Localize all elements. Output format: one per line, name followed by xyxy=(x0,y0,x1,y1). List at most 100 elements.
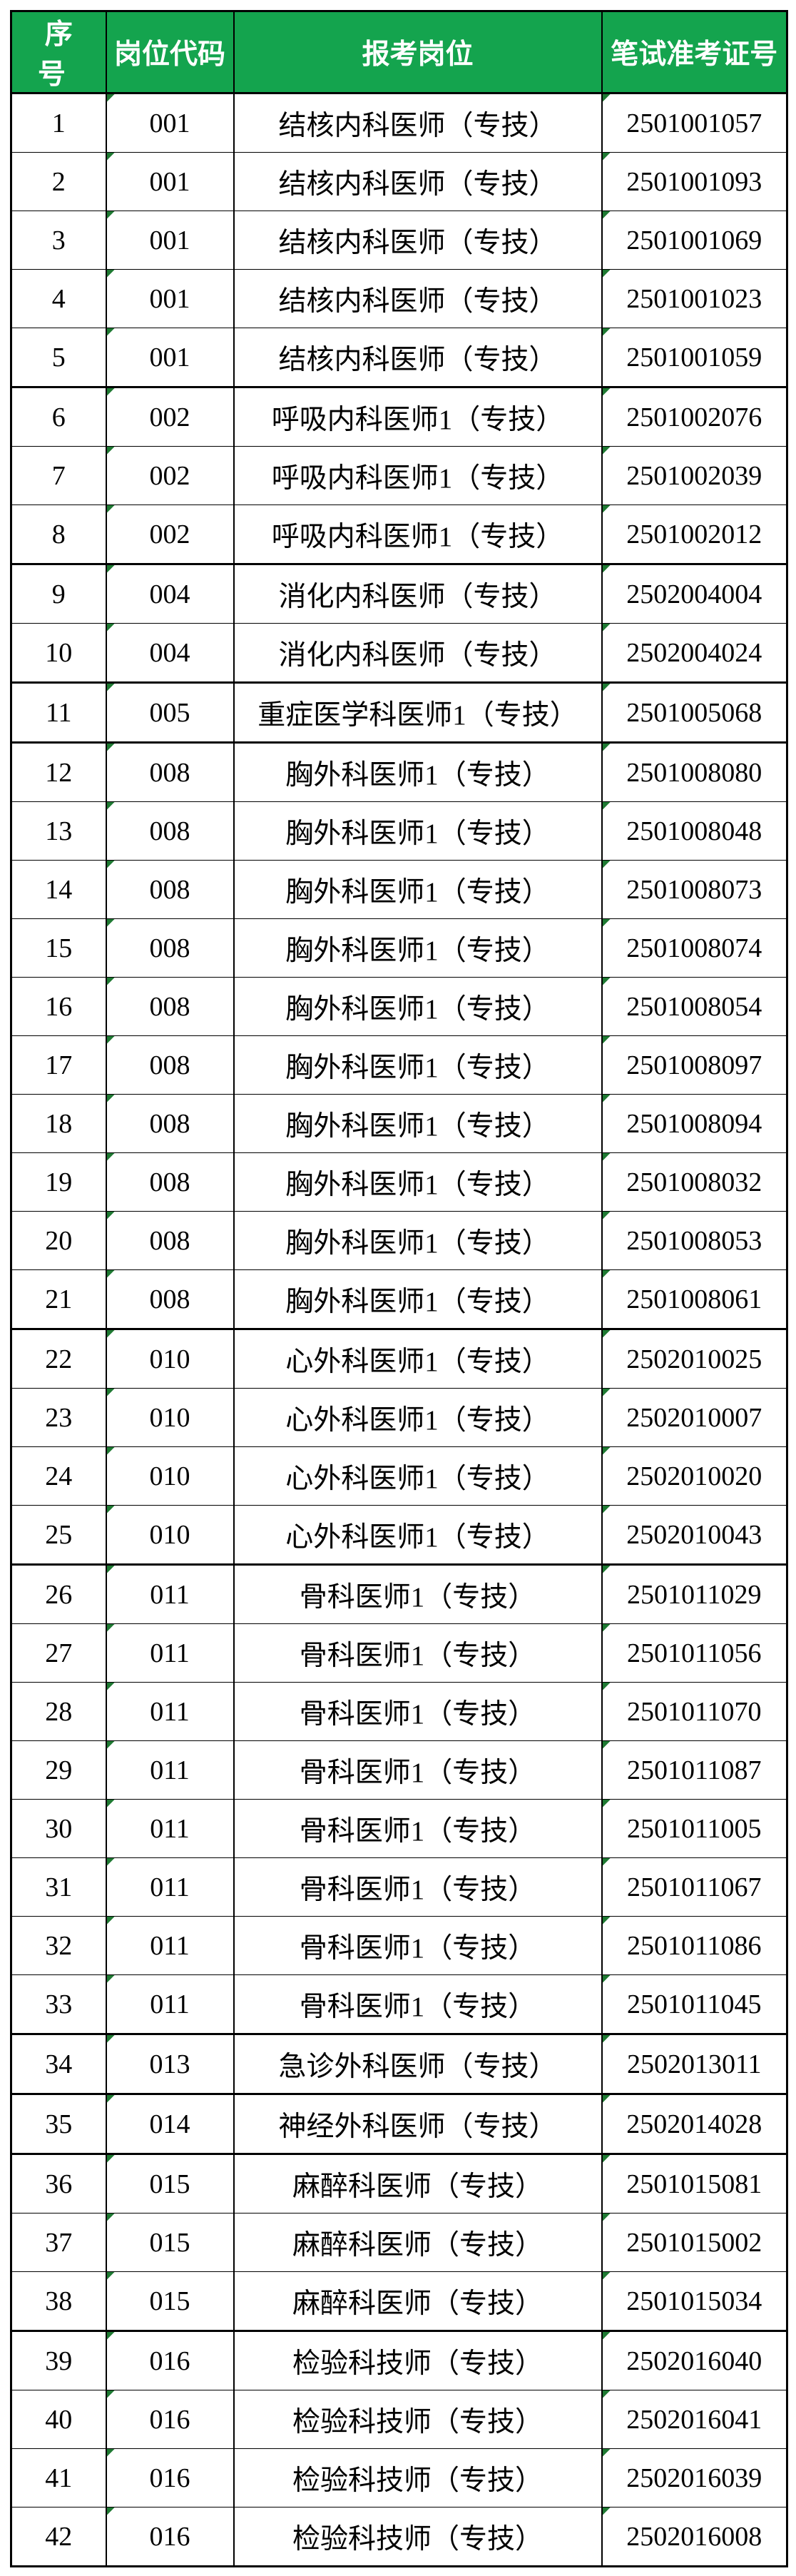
cell-code: 011 xyxy=(105,1857,235,1917)
cell-ticket: 2502010020 xyxy=(601,1446,788,1506)
cell-index: 4 xyxy=(10,269,107,328)
cell-flag-icon xyxy=(603,978,611,985)
cell-index: 24 xyxy=(10,1446,107,1506)
cell-code: 001 xyxy=(105,93,235,153)
cell-code: 011 xyxy=(105,1682,235,1741)
header-row: 序号 岗位代码 报考岗位 笔试准考证号 xyxy=(10,11,788,94)
table-row: 12 008 胸外科医师1（专技） 2501008080 xyxy=(10,742,788,802)
cell-code: 001 xyxy=(105,211,235,270)
cell-position: 骨科医师1（专技） xyxy=(233,1799,603,1858)
table-row: 25 010 心外科医师1（专技） 2502010043 xyxy=(10,1505,788,1566)
cell-index: 37 xyxy=(10,2213,107,2272)
cell-ticket: 2501015002 xyxy=(601,2213,788,2272)
cell-code: 011 xyxy=(105,1799,235,1858)
cell-index: 19 xyxy=(10,1152,107,1212)
table-body: 1 001 结核内科医师（专技） 2501001057 2 001 结核内科医师… xyxy=(10,93,788,2567)
cell-ticket: 2501011087 xyxy=(601,1740,788,1800)
table-row: 39 016 检验科技师（专技） 2502016040 xyxy=(10,2331,788,2390)
cell-ticket: 2501002039 xyxy=(601,446,788,505)
cell-flag-icon xyxy=(603,2332,611,2340)
cell-code: 010 xyxy=(105,1446,235,1506)
cell-flag-icon xyxy=(603,1741,611,1749)
admission-ticket-table: 序号 岗位代码 报考岗位 笔试准考证号 1 001 结核内科医师（专技） 250… xyxy=(10,10,788,2567)
cell-position: 检验科技师（专技） xyxy=(233,2390,603,2449)
cell-ticket: 2502013011 xyxy=(601,2034,788,2095)
cell-ticket: 2501001023 xyxy=(601,269,788,328)
cell-flag-icon xyxy=(107,1741,115,1749)
cell-position: 结核内科医师（专技） xyxy=(233,211,603,270)
cell-index: 39 xyxy=(10,2331,107,2390)
cell-index: 41 xyxy=(10,2448,107,2507)
cell-ticket: 2502014028 xyxy=(601,2094,788,2155)
cell-flag-icon xyxy=(603,1095,611,1102)
table-row: 22 010 心外科医师1（专技） 2502010025 xyxy=(10,1329,788,1389)
cell-flag-icon xyxy=(107,978,115,985)
cell-index: 6 xyxy=(10,387,107,447)
cell-index: 10 xyxy=(10,623,107,684)
cell-code: 002 xyxy=(105,504,235,565)
table-header: 序号 岗位代码 报考岗位 笔试准考证号 xyxy=(10,11,788,94)
cell-index: 35 xyxy=(10,2094,107,2155)
cell-ticket: 2501008048 xyxy=(601,801,788,861)
table-row: 17 008 胸外科医师1（专技） 2501008097 xyxy=(10,1035,788,1095)
cell-flag-icon xyxy=(107,2155,115,2163)
cell-index: 42 xyxy=(10,2507,107,2567)
cell-position: 检验科技师（专技） xyxy=(233,2331,603,2390)
cell-position: 骨科医师1（专技） xyxy=(233,1740,603,1800)
cell-position: 骨科医师1（专技） xyxy=(233,1564,603,1624)
cell-index: 28 xyxy=(10,1682,107,1741)
cell-flag-icon xyxy=(603,1447,611,1455)
cell-position: 胸外科医师1（专技） xyxy=(233,1152,603,1212)
cell-ticket: 2501011070 xyxy=(601,1682,788,1741)
cell-index: 32 xyxy=(10,1916,107,1975)
table-row: 8 002 呼吸内科医师1（专技） 2501002012 xyxy=(10,504,788,565)
cell-flag-icon xyxy=(603,328,611,336)
cell-index: 40 xyxy=(10,2390,107,2449)
cell-flag-icon xyxy=(603,2449,611,2457)
cell-ticket: 2502016041 xyxy=(601,2390,788,2449)
cell-code: 008 xyxy=(105,918,235,978)
cell-index: 15 xyxy=(10,918,107,978)
table-row: 27 011 骨科医师1（专技） 2501011056 xyxy=(10,1623,788,1683)
table-row: 34 013 急诊外科医师（专技） 2502013011 xyxy=(10,2034,788,2095)
cell-flag-icon xyxy=(603,270,611,278)
cell-index: 38 xyxy=(10,2271,107,2332)
cell-position: 骨科医师1（专技） xyxy=(233,1974,603,2035)
cell-index: 36 xyxy=(10,2154,107,2214)
table-row: 41 016 检验科技师（专技） 2502016039 xyxy=(10,2448,788,2507)
cell-flag-icon xyxy=(603,1212,611,1219)
cell-index: 20 xyxy=(10,1211,107,1270)
table-row: 19 008 胸外科医师1（专技） 2501008032 xyxy=(10,1152,788,1212)
cell-ticket: 2502010007 xyxy=(601,1388,788,1447)
cell-ticket: 2501008073 xyxy=(601,860,788,919)
cell-position: 呼吸内科医师1（专技） xyxy=(233,446,603,505)
cell-flag-icon xyxy=(603,1624,611,1632)
cell-code: 001 xyxy=(105,328,235,388)
cell-position: 胸外科医师1（专技） xyxy=(233,977,603,1036)
cell-position: 结核内科医师（专技） xyxy=(233,152,603,211)
cell-code: 008 xyxy=(105,977,235,1036)
cell-flag-icon xyxy=(107,1683,115,1690)
cell-code: 005 xyxy=(105,682,235,744)
cell-flag-icon xyxy=(107,153,115,161)
cell-code: 010 xyxy=(105,1505,235,1566)
cell-code: 011 xyxy=(105,1564,235,1624)
cell-index: 11 xyxy=(10,682,107,744)
cell-code: 002 xyxy=(105,387,235,447)
column-header-position: 报考岗位 xyxy=(233,11,603,94)
cell-flag-icon xyxy=(603,505,611,513)
cell-flag-icon xyxy=(107,624,115,632)
cell-flag-icon xyxy=(107,1975,115,1983)
cell-ticket: 2502016039 xyxy=(601,2448,788,2507)
table-row: 13 008 胸外科医师1（专技） 2501008048 xyxy=(10,801,788,861)
table-row: 2 001 结核内科医师（专技） 2501001093 xyxy=(10,152,788,211)
cell-ticket: 2501011056 xyxy=(601,1623,788,1683)
cell-code: 008 xyxy=(105,1094,235,1153)
cell-flag-icon xyxy=(603,1800,611,1807)
table-row: 32 011 骨科医师1（专技） 2501011086 xyxy=(10,1916,788,1975)
cell-flag-icon xyxy=(107,270,115,278)
cell-ticket: 2501008094 xyxy=(601,1094,788,1153)
cell-code: 004 xyxy=(105,623,235,684)
cell-flag-icon xyxy=(603,2035,611,2043)
cell-flag-icon xyxy=(603,153,611,161)
